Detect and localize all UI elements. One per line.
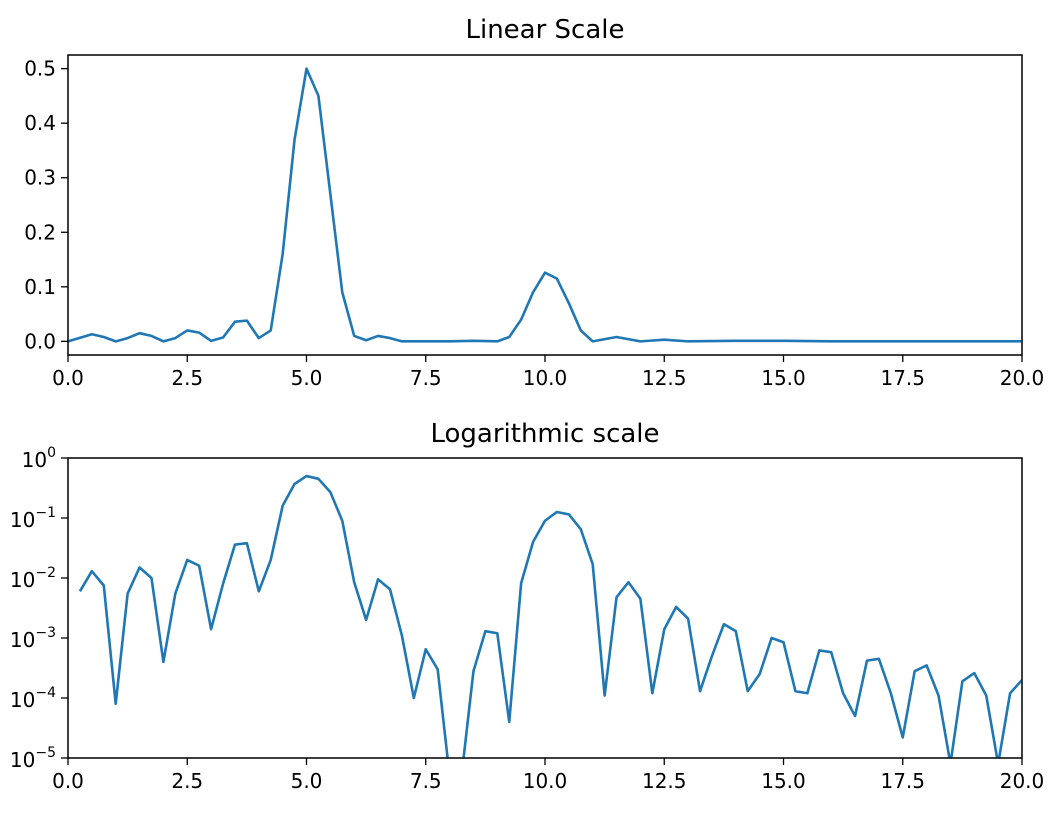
- y-tick-label: 10−3: [10, 625, 56, 652]
- x-tick-label: 15.0: [761, 769, 806, 793]
- y-tick-base: 10: [22, 448, 47, 472]
- y-tick-base: 10: [10, 748, 35, 772]
- x-tick-label: 7.5: [410, 366, 442, 390]
- axes-border: [67, 54, 1023, 356]
- y-tick-label: 10−1: [10, 505, 56, 532]
- x-tick-label: 10.0: [523, 366, 568, 390]
- log-scale-plot: Logarithmic scale 0.0 2.5 5.0 7.5 10.0 12.5 15.…: [10, 419, 1044, 793]
- y-tick-exponent: −3: [35, 625, 56, 641]
- x-tick-label: 2.5: [171, 769, 203, 793]
- x-tick-label: 20.0: [1000, 366, 1045, 390]
- y-tick-exponent: −1: [35, 505, 56, 521]
- x-tick-label: 0.0: [52, 769, 84, 793]
- y-tick-label: 0.3: [24, 166, 56, 190]
- y-tick-exponent: 0: [47, 445, 56, 461]
- x-tick-label: 7.5: [410, 769, 442, 793]
- series-line: [68, 67, 1022, 343]
- y-tick-base: 10: [10, 568, 35, 592]
- x-tick-label: 12.5: [642, 366, 687, 390]
- y-tick-exponent: −2: [35, 565, 56, 581]
- axes-frame: [67, 457, 1023, 759]
- x-tick-label: 17.5: [880, 366, 925, 390]
- y-tick-label: 0.4: [24, 111, 56, 135]
- y-tick-base: 10: [10, 628, 35, 652]
- y-tick-label: 10−4: [10, 685, 56, 712]
- series-line: [78, 474, 1022, 758]
- x-tick-label: 5.0: [291, 769, 323, 793]
- x-tick-label: 2.5: [171, 366, 203, 390]
- y-tick-label: 0.0: [24, 329, 56, 353]
- y-tick-label: 0.2: [24, 220, 56, 244]
- x-tick-label: 12.5: [642, 769, 687, 793]
- chart-title: Logarithmic scale: [430, 419, 659, 449]
- x-tick-label: 0.0: [52, 366, 84, 390]
- x-tick-label: 20.0: [1000, 769, 1045, 793]
- x-tick-label: 17.5: [880, 769, 925, 793]
- y-tick-exponent: −5: [35, 745, 56, 761]
- linear-scale-plot: Linear Scale 0.0 2.5 5.0 7.5 10.0 12.5 15.0 17.5…: [24, 15, 1044, 390]
- y-tick-label: 10−5: [10, 745, 56, 772]
- y-tick-label: 10−2: [10, 565, 56, 592]
- y-tick-label: 0.1: [24, 275, 56, 299]
- y-tick-label: 100: [22, 445, 56, 472]
- y-tick-base: 10: [10, 688, 35, 712]
- axes-frame: [67, 54, 1023, 356]
- axes-border: [67, 457, 1023, 759]
- x-tick-label: 10.0: [523, 769, 568, 793]
- y-tick-label: 0.5: [24, 57, 56, 81]
- chart-title: Linear Scale: [465, 15, 624, 45]
- x-tick-label: 5.0: [291, 366, 323, 390]
- y-tick-exponent: −4: [35, 685, 56, 701]
- y-tick-base: 10: [10, 508, 35, 532]
- x-tick-label: 15.0: [761, 366, 806, 390]
